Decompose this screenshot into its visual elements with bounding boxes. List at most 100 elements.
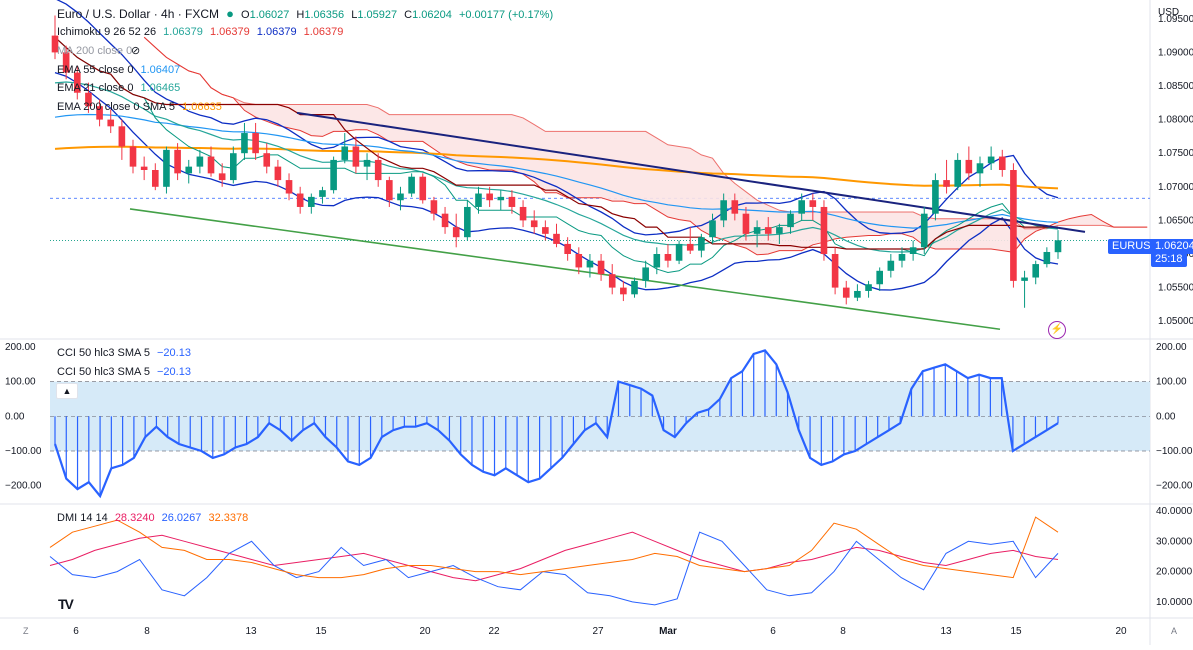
ohlc-high-label: H xyxy=(296,9,305,21)
candle-body xyxy=(920,213,928,248)
candle-body xyxy=(764,227,772,234)
candle-body xyxy=(542,227,549,234)
candle-body xyxy=(686,243,694,251)
dmi-tick-label: 20.0000 xyxy=(1156,567,1193,578)
ohlc-low-label: L xyxy=(351,9,358,21)
candle-body xyxy=(809,200,817,207)
dmi-v1: 28.3240 xyxy=(114,512,155,524)
dmi-plus-line xyxy=(49,531,1059,582)
candle-body xyxy=(631,280,638,295)
ma200-legend[interactable]: MA 200 close 0 xyxy=(57,44,136,58)
cci-line xyxy=(53,349,1059,499)
candle-body xyxy=(519,206,527,221)
ema200-label: EMA 200 close 0 SMA 5 xyxy=(57,101,176,113)
candle-body xyxy=(218,173,226,181)
candle-body xyxy=(151,170,159,187)
ichimoku-span-a xyxy=(143,36,1148,256)
cci-left-tick-label: 200.00 xyxy=(5,342,36,353)
ema21-legend[interactable]: EMA 21 close 0 1.06465 xyxy=(57,81,184,95)
candle-body xyxy=(464,206,471,238)
candle-body xyxy=(452,227,460,238)
candle-body xyxy=(720,200,727,221)
candle-body xyxy=(308,196,315,207)
candle-body xyxy=(486,193,493,201)
candle-body xyxy=(742,213,750,234)
cci1-legend[interactable]: CCI 50 hlc3 SMA 5 −20.13 xyxy=(57,346,195,360)
candle-body xyxy=(586,260,594,268)
price-tick-label: 1.05000 xyxy=(1158,316,1193,327)
candle-body xyxy=(820,206,828,254)
ema21-line xyxy=(54,81,1059,253)
ohlc-close-label: C xyxy=(404,9,413,21)
auto-scale-button[interactable]: A xyxy=(1171,626,1177,636)
dmi-legend[interactable]: DMI 14 14 28.3240 26.0267 32.3378 xyxy=(57,511,252,525)
time-tick-label: 22 xyxy=(488,626,500,637)
timezone-button[interactable]: Z xyxy=(23,626,29,636)
cci-left-tick-label: 0.00 xyxy=(5,411,25,422)
countdown-badge: 25:18 xyxy=(1151,252,1187,267)
candle-body xyxy=(831,254,839,288)
cci1-value: −20.13 xyxy=(157,347,191,359)
candle-body xyxy=(954,159,962,187)
symbol-title[interactable]: Euro / U.S. Dollar · 4h · FXCM xyxy=(57,7,220,21)
cci2-value: −20.13 xyxy=(157,366,191,378)
ema55-legend[interactable]: EMA 55 close 0 1.06407 xyxy=(57,63,184,77)
cci-left-tick-label: −100.00 xyxy=(5,446,42,457)
candle-body xyxy=(196,156,204,167)
candle-body xyxy=(296,193,304,207)
chevron-up-icon[interactable]: ▲ xyxy=(56,383,78,399)
time-tick-label: 20 xyxy=(419,626,431,637)
ichimoku-v1: 1.06379 xyxy=(163,26,203,38)
candle-body xyxy=(363,159,371,167)
ichimoku-legend[interactable]: Ichimoku 9 26 52 26 1.06379 1.06379 1.06… xyxy=(57,25,347,39)
price-tick-label: 1.09500 xyxy=(1158,14,1193,25)
cci-tick-label: −100.00 xyxy=(1156,446,1193,457)
candle-body xyxy=(675,243,683,261)
candle-body xyxy=(174,149,181,174)
candle-body xyxy=(330,159,337,191)
candle-body xyxy=(129,146,137,167)
cci2-legend[interactable]: CCI 50 hlc3 SMA 5 −20.13 xyxy=(57,365,195,379)
tradingview-logo-icon: TV xyxy=(58,596,74,612)
ohlc-change: +0.00177 (+0.17%) xyxy=(458,9,554,21)
price-tick-label: 1.08000 xyxy=(1158,115,1193,126)
candle-body xyxy=(285,180,293,194)
candle-body xyxy=(408,176,415,194)
currency-label[interactable]: USD xyxy=(1158,7,1180,18)
candle-body xyxy=(943,180,950,187)
candle-body xyxy=(508,196,516,207)
ichimoku-v4: 1.06379 xyxy=(303,26,344,38)
candle-body xyxy=(932,180,939,214)
eye-off-icon[interactable]: ⊘ xyxy=(131,45,141,57)
ichimoku-label: Ichimoku 9 26 52 26 xyxy=(57,26,157,38)
dmi-v2: 26.0267 xyxy=(161,512,202,524)
ema200-legend[interactable]: EMA 200 close 0 SMA 5 1.06635 xyxy=(57,100,226,114)
candle-body xyxy=(998,156,1006,170)
candle-body xyxy=(1032,264,1040,278)
cci-left-tick-label: 100.00 xyxy=(5,377,36,388)
dmi-v3: 32.3378 xyxy=(208,512,249,524)
candle-body xyxy=(987,156,995,164)
candle-body xyxy=(252,133,259,154)
candle-body xyxy=(564,243,571,254)
price-tick-label: 1.05500 xyxy=(1158,283,1193,294)
ohlc-close: 1.06204 xyxy=(412,9,452,21)
symbol-badge: EURUSD xyxy=(1108,239,1163,254)
time-tick-label: 27 xyxy=(592,626,604,637)
candle-body xyxy=(976,163,984,174)
candle-body xyxy=(341,146,349,160)
lightning-icon[interactable]: ⚡ xyxy=(1048,321,1066,339)
candle-body xyxy=(753,227,761,234)
main-legend: Euro / U.S. Dollar · 4h · FXCM ● O1.0602… xyxy=(57,7,557,22)
candle-body xyxy=(397,193,404,201)
candle-body xyxy=(709,220,716,238)
price-tick-label: 1.09000 xyxy=(1158,47,1193,58)
candle-body xyxy=(776,227,783,234)
candle-body xyxy=(698,237,705,251)
upper-band-line xyxy=(56,0,1059,236)
dmi-label: DMI 14 14 xyxy=(57,512,108,524)
candle-body xyxy=(653,254,661,268)
candle-body xyxy=(965,159,973,174)
